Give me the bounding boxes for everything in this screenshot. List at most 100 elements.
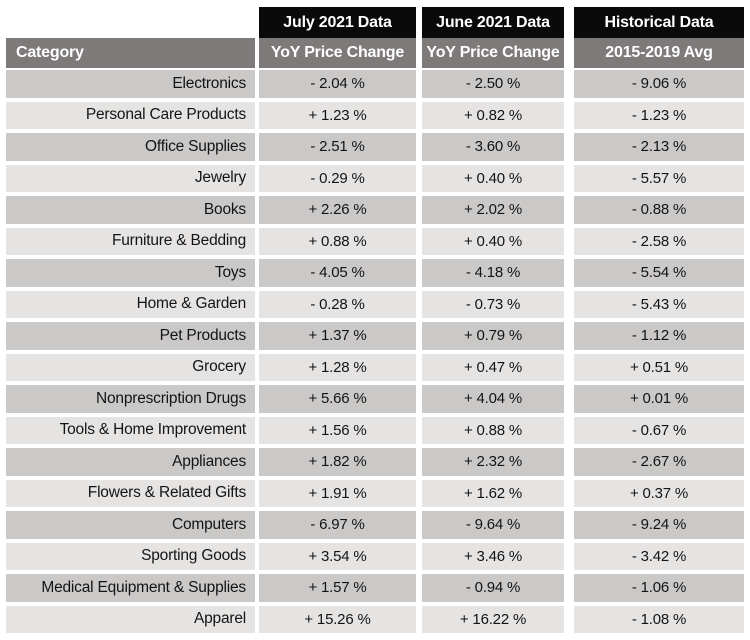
category-cell: Furniture & Bedding <box>6 227 255 255</box>
subheader-july-yoy-price-change: YoY Price Change <box>259 38 416 68</box>
july-value-cell: - 4.05 % <box>259 259 416 287</box>
july-value-cell: + 3.54 % <box>259 542 416 570</box>
july-value-cell: - 2.04 % <box>259 70 416 98</box>
column-header-category: Category <box>6 38 255 68</box>
july-value-cell: + 1.91 % <box>259 479 416 507</box>
historical-value-cell: - 5.54 % <box>574 259 744 287</box>
column-header-historical: Historical Data <box>574 7 744 38</box>
july-value-cell: + 0.88 % <box>259 227 416 255</box>
historical-value-cell: - 3.42 % <box>574 542 744 570</box>
historical-value-cell: - 9.06 % <box>574 70 744 98</box>
table-header-group-row: July 2021 Data June 2021 Data Historical… <box>6 7 744 38</box>
category-cell: Electronics <box>6 70 255 98</box>
table-row: Apparel + 15.26 % + 16.22 % - 1.08 % <box>6 605 744 633</box>
july-value-cell: - 6.97 % <box>259 511 416 539</box>
june-value-cell: + 0.47 % <box>422 353 564 381</box>
table-row: Furniture & Bedding + 0.88 % + 0.40 % - … <box>6 227 744 255</box>
june-value-cell: + 1.62 % <box>422 479 564 507</box>
category-cell: Nonprescription Drugs <box>6 385 255 413</box>
june-value-cell: + 0.79 % <box>422 322 564 350</box>
category-cell: Tools & Home Improvement <box>6 416 255 444</box>
historical-value-cell: + 0.37 % <box>574 479 744 507</box>
june-value-cell: + 0.88 % <box>422 416 564 444</box>
category-cell: Jewelry <box>6 164 255 192</box>
table-row: Office Supplies - 2.51 % - 3.60 % - 2.13… <box>6 133 744 161</box>
category-cell: Pet Products <box>6 322 255 350</box>
july-value-cell: - 2.51 % <box>259 133 416 161</box>
category-cell: Medical Equipment & Supplies <box>6 574 255 602</box>
july-value-cell: + 1.56 % <box>259 416 416 444</box>
table-row: Personal Care Products + 1.23 % + 0.82 %… <box>6 101 744 129</box>
july-value-cell: + 5.66 % <box>259 385 416 413</box>
june-value-cell: + 3.46 % <box>422 542 564 570</box>
june-value-cell: - 9.64 % <box>422 511 564 539</box>
june-value-cell: - 0.73 % <box>422 290 564 318</box>
category-cell: Office Supplies <box>6 133 255 161</box>
historical-value-cell: - 2.67 % <box>574 448 744 476</box>
june-value-cell: + 16.22 % <box>422 605 564 633</box>
table-row: Tools & Home Improvement + 1.56 % + 0.88… <box>6 416 744 444</box>
historical-value-cell: - 1.06 % <box>574 574 744 602</box>
june-value-cell: + 2.32 % <box>422 448 564 476</box>
historical-value-cell: - 9.24 % <box>574 511 744 539</box>
table-row: Grocery + 1.28 % + 0.47 % + 0.51 % <box>6 353 744 381</box>
category-cell: Grocery <box>6 353 255 381</box>
july-value-cell: + 1.28 % <box>259 353 416 381</box>
june-value-cell: + 0.82 % <box>422 101 564 129</box>
june-value-cell: - 0.94 % <box>422 574 564 602</box>
table-row: Nonprescription Drugs + 5.66 % + 4.04 % … <box>6 385 744 413</box>
june-value-cell: + 2.02 % <box>422 196 564 224</box>
category-cell: Personal Care Products <box>6 101 255 129</box>
table-row: Electronics - 2.04 % - 2.50 % - 9.06 % <box>6 70 744 98</box>
column-header-july-2021: July 2021 Data <box>259 7 416 38</box>
subheader-historical-avg: 2015-2019 Avg <box>574 38 744 68</box>
july-value-cell: + 1.23 % <box>259 101 416 129</box>
table-row: Appliances + 1.82 % + 2.32 % - 2.67 % <box>6 448 744 476</box>
table-row: Toys - 4.05 % - 4.18 % - 5.54 % <box>6 259 744 287</box>
category-cell: Flowers & Related Gifts <box>6 479 255 507</box>
table-row: Jewelry - 0.29 % + 0.40 % - 5.57 % <box>6 164 744 192</box>
historical-value-cell: + 0.01 % <box>574 385 744 413</box>
category-cell: Toys <box>6 259 255 287</box>
table-row: Medical Equipment & Supplies + 1.57 % - … <box>6 574 744 602</box>
historical-value-cell: - 0.88 % <box>574 196 744 224</box>
category-cell: Appliances <box>6 448 255 476</box>
historical-value-cell: - 0.67 % <box>574 416 744 444</box>
category-cell: Sporting Goods <box>6 542 255 570</box>
table-row: Computers - 6.97 % - 9.64 % - 9.24 % <box>6 511 744 539</box>
table-row: Flowers & Related Gifts + 1.91 % + 1.62 … <box>6 479 744 507</box>
table-subheader-row: Category YoY Price Change YoY Price Chan… <box>6 38 744 68</box>
july-value-cell: + 1.82 % <box>259 448 416 476</box>
table-row: Pet Products + 1.37 % + 0.79 % - 1.12 % <box>6 322 744 350</box>
historical-value-cell: + 0.51 % <box>574 353 744 381</box>
july-value-cell: - 0.28 % <box>259 290 416 318</box>
table-row: Books + 2.26 % + 2.02 % - 0.88 % <box>6 196 744 224</box>
historical-value-cell: - 2.58 % <box>574 227 744 255</box>
historical-value-cell: - 1.12 % <box>574 322 744 350</box>
historical-value-cell: - 1.23 % <box>574 101 744 129</box>
june-value-cell: + 0.40 % <box>422 227 564 255</box>
category-cell: Apparel <box>6 605 255 633</box>
category-cell: Books <box>6 196 255 224</box>
historical-value-cell: - 5.57 % <box>574 164 744 192</box>
july-value-cell: + 1.57 % <box>259 574 416 602</box>
historical-value-cell: - 1.08 % <box>574 605 744 633</box>
june-value-cell: + 0.40 % <box>422 164 564 192</box>
category-cell: Computers <box>6 511 255 539</box>
june-value-cell: - 2.50 % <box>422 70 564 98</box>
july-value-cell: - 0.29 % <box>259 164 416 192</box>
table-row: Home & Garden - 0.28 % - 0.73 % - 5.43 % <box>6 290 744 318</box>
subheader-june-yoy-price-change: YoY Price Change <box>422 38 564 68</box>
historical-value-cell: - 2.13 % <box>574 133 744 161</box>
category-cell: Home & Garden <box>6 290 255 318</box>
historical-value-cell: - 5.43 % <box>574 290 744 318</box>
june-value-cell: + 4.04 % <box>422 385 564 413</box>
column-header-june-2021: June 2021 Data <box>422 7 564 38</box>
july-value-cell: + 1.37 % <box>259 322 416 350</box>
june-value-cell: - 3.60 % <box>422 133 564 161</box>
june-value-cell: - 4.18 % <box>422 259 564 287</box>
table-row: Sporting Goods + 3.54 % + 3.46 % - 3.42 … <box>6 542 744 570</box>
july-value-cell: + 2.26 % <box>259 196 416 224</box>
july-value-cell: + 15.26 % <box>259 605 416 633</box>
